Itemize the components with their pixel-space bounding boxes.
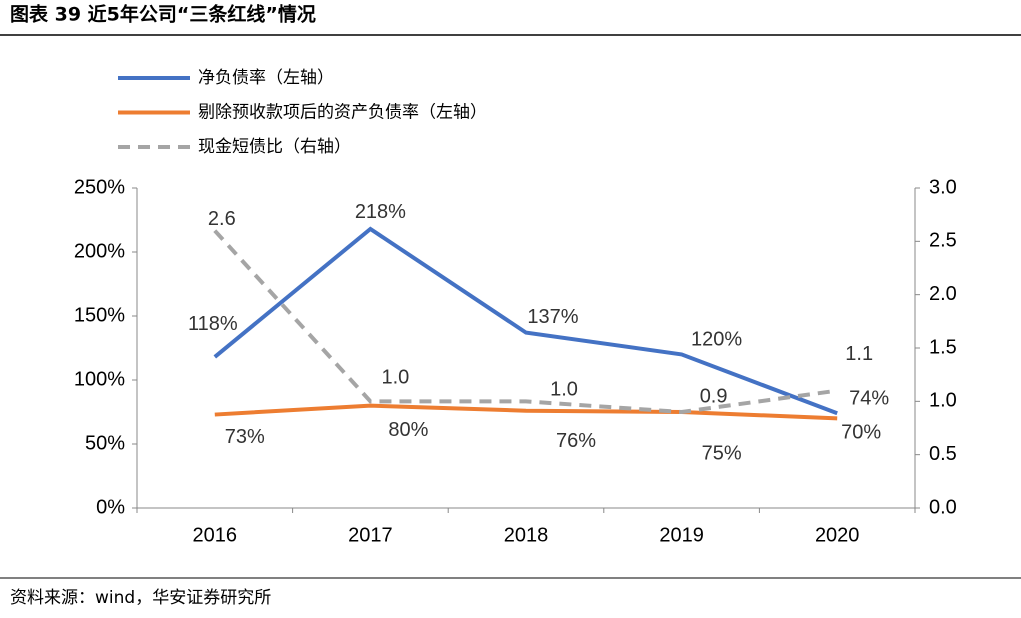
- y-tick-label: 0%: [96, 496, 125, 518]
- data-label: 70%: [841, 422, 881, 444]
- y2-tick-label: 2.0: [929, 283, 957, 305]
- legend-label: 现金短债比（右轴）: [198, 137, 351, 157]
- x-tick-label: 2019: [659, 524, 704, 546]
- data-label: 75%: [702, 442, 742, 464]
- legend-label: 净负债率（左轴）: [198, 68, 334, 88]
- y2-tick-label: 2.5: [929, 230, 957, 252]
- x-tick-label: 2018: [504, 524, 549, 546]
- x-tick-label: 2016: [193, 524, 238, 546]
- y-tick-label: 150%: [74, 304, 125, 326]
- series-line: [214, 403, 838, 421]
- source: 资料来源：wind，华安证券研究所: [10, 588, 271, 608]
- data-label: 118%: [188, 313, 238, 335]
- legend-label: 剔除预收款项后的资产负债率（左轴）: [198, 103, 487, 123]
- x-tick-label: 2020: [815, 524, 860, 546]
- data-label: 1.1: [845, 343, 873, 365]
- y2-tick-label: 1.5: [929, 336, 957, 358]
- y2-tick-label: 1.0: [929, 390, 957, 412]
- data-label: 73%: [225, 426, 265, 448]
- series-line: [213, 226, 838, 416]
- data-label: 218%: [355, 201, 406, 223]
- data-label: 120%: [691, 329, 742, 351]
- data-label: 2.6: [208, 208, 236, 230]
- data-label: 76%: [556, 430, 596, 452]
- x-tick-label: 2017: [348, 524, 393, 546]
- chart-title: 图表 39 近5年公司“三条红线”情况: [10, 3, 316, 26]
- data-label: 0.9: [700, 385, 728, 407]
- y2-tick-label: 3.0: [929, 176, 957, 198]
- y2-tick-label: 0.0: [929, 496, 957, 518]
- y-tick-label: 250%: [74, 176, 125, 198]
- y-tick-label: 100%: [74, 368, 125, 390]
- data-label: 1.0: [381, 367, 409, 389]
- data-label: 1.0: [550, 379, 578, 401]
- data-label: 74%: [849, 388, 889, 410]
- y-tick-label: 200%: [74, 240, 125, 262]
- y-tick-label: 50%: [85, 432, 125, 454]
- data-label: 137%: [527, 306, 578, 328]
- data-label: 80%: [388, 419, 428, 441]
- series-line: [213, 229, 838, 415]
- y2-tick-label: 0.5: [929, 443, 957, 465]
